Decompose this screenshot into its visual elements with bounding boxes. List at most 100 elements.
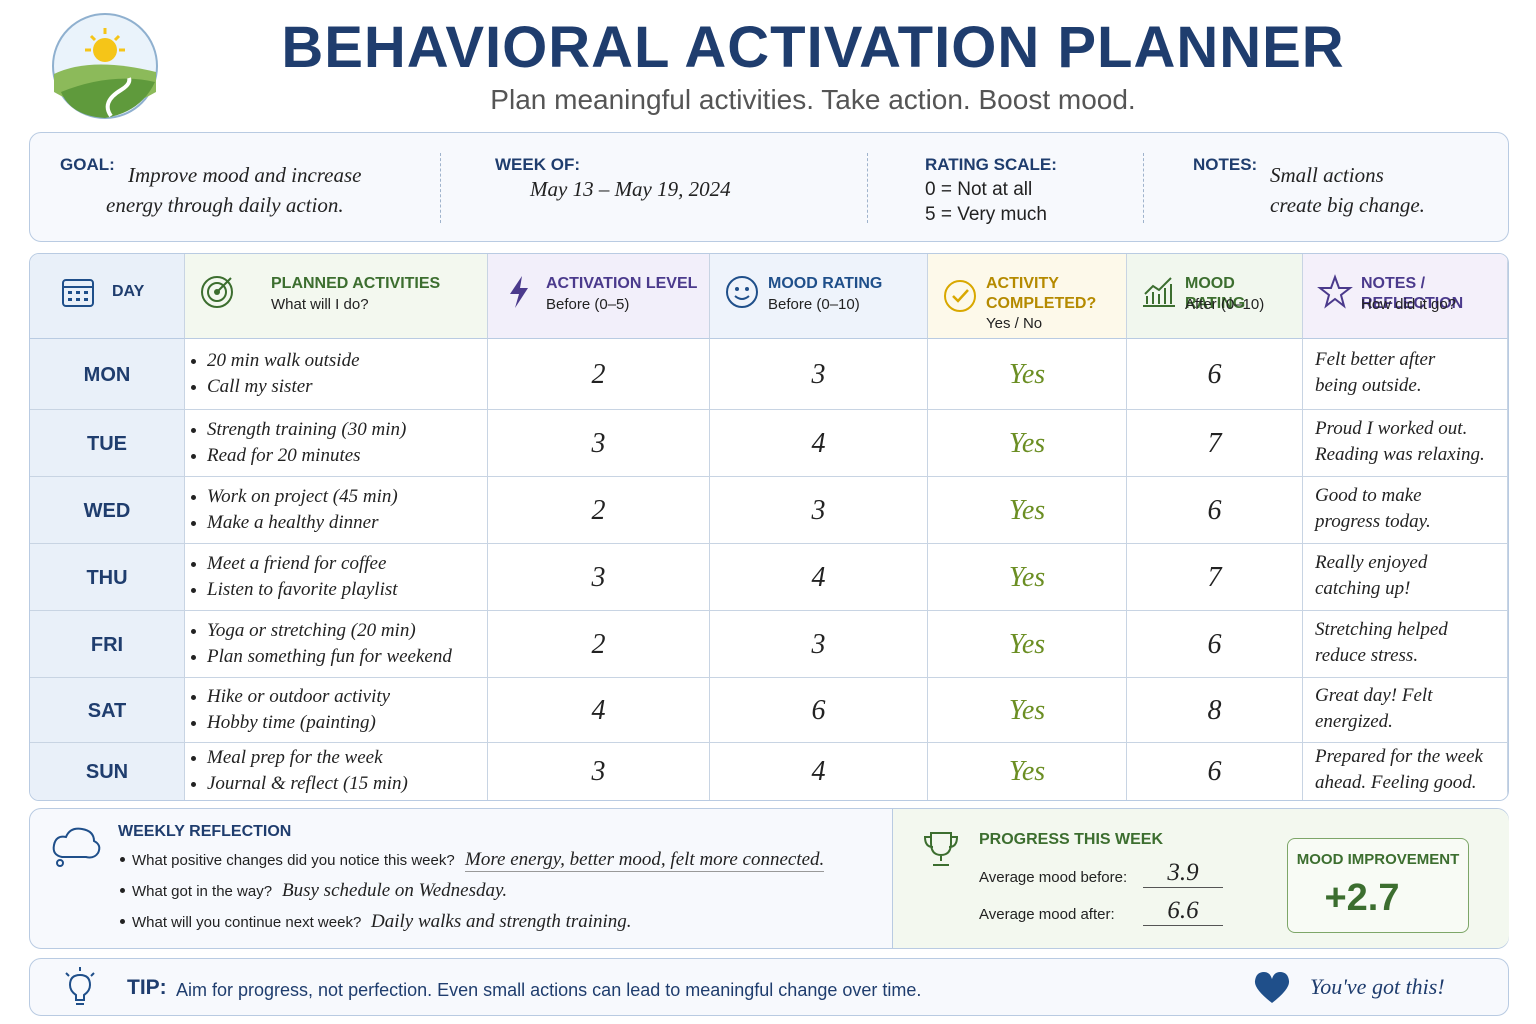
header-cell: DAY: [30, 254, 185, 339]
day: SUN: [85, 761, 129, 783]
table-cell: Strength training (30 min) Read for 20 mi…: [185, 410, 488, 477]
table-cell: 6: [1127, 339, 1303, 410]
info-label: RATING SCALE:: [925, 155, 1057, 174]
cloud-icon: [52, 827, 101, 867]
rating: 6: [1207, 358, 1222, 390]
header-sub: Before (0–5): [546, 296, 630, 313]
activity-text: Work on project (45 min): [207, 485, 398, 507]
header-icon: [62, 279, 94, 307]
table-cell: 3: [488, 544, 710, 611]
rating: 7: [1207, 427, 1222, 459]
info-line: May 13 – May 19, 2024: [530, 177, 731, 201]
header-title: MOOD RATING: [768, 275, 883, 292]
table-cell: SUN: [30, 743, 185, 800]
table-cell: 6: [1127, 611, 1303, 678]
note: Good to make: [1315, 484, 1422, 506]
completed: Yes: [1008, 358, 1046, 390]
activity-text: Listen to favorite playlist: [207, 578, 398, 600]
note: reduce stress.: [1315, 644, 1419, 666]
header-title: ACTIVATION LEVEL: [546, 275, 698, 292]
info-box: GOAL: Improve mood and increase energy thr…: [29, 132, 1509, 242]
header-title: DAY: [112, 283, 145, 300]
activity: Yoga or stretching (20 min): [191, 620, 467, 641]
header-cell: NOTES / REFLECTION How did it go?: [1303, 254, 1508, 339]
question: What positive changes did you notice thi…: [132, 852, 455, 869]
rating: 2: [591, 358, 606, 390]
table-cell: THU: [30, 544, 185, 611]
header-cell: MOOD RATING Before (0–10): [710, 254, 928, 339]
table-cell: 6: [1127, 743, 1303, 800]
note: catching up!: [1315, 577, 1411, 599]
table-cell: Yes: [928, 678, 1127, 743]
note: progress today.: [1315, 510, 1431, 532]
rating: 2: [591, 494, 606, 526]
activity: Meet a friend for coffee: [191, 553, 467, 574]
note: Felt better after: [1315, 348, 1436, 370]
completed: Yes: [1008, 694, 1046, 726]
bullet: [191, 384, 196, 390]
header-sub: Yes / No: [986, 315, 1043, 332]
header-title: ACTIVITY COMPLETED?: [986, 275, 1097, 312]
info-label: WEEK OF:: [495, 155, 580, 174]
note: Reading was relaxing.: [1315, 443, 1485, 465]
table-cell: 3: [488, 743, 710, 800]
info-line: Improve mood and increase: [128, 163, 362, 187]
table-cell: Yes: [928, 611, 1127, 678]
header-sub: What will I do?: [271, 296, 369, 313]
rating: 2: [591, 628, 606, 660]
header-title: MOOD RATING: [1185, 275, 1246, 312]
activity-text: Strength training (30 min): [207, 418, 407, 440]
rating: 6: [1207, 494, 1222, 526]
header-cell: ACTIVATION LEVEL Before (0–5): [488, 254, 710, 339]
completed: Yes: [1008, 427, 1046, 459]
day: THU: [86, 566, 128, 589]
activity: Journal & reflect (15 min): [191, 774, 467, 794]
question: What will you continue next week?: [132, 914, 362, 931]
divider: [867, 153, 868, 223]
header-sub: Before (0–10): [768, 296, 860, 313]
day: MON: [83, 363, 131, 386]
header-sub: How did it go?: [1361, 296, 1457, 313]
activity-text: Meal prep for the week: [207, 747, 383, 768]
activity: Read for 20 minutes: [191, 444, 467, 466]
rating: 3: [591, 427, 606, 459]
note: Proud I worked out.: [1315, 417, 1468, 439]
reflection-item: What positive changes did you notice thi…: [118, 849, 878, 875]
improvement-label: MOOD IMPROVEMENT: [1296, 851, 1460, 868]
table-cell: Yoga or stretching (20 min) Plan somethin…: [185, 611, 488, 678]
table-cell: 7: [1127, 410, 1303, 477]
table-cell: Good to make progress today.: [1303, 477, 1508, 544]
progress-title: PROGRESS THIS WEEK: [979, 831, 1164, 848]
day: FRI: [90, 633, 124, 656]
rating: 4: [591, 694, 606, 726]
header-title: NOTES / REFLECTION: [1361, 275, 1464, 312]
rating: 4: [811, 561, 826, 593]
note: being outside.: [1315, 374, 1422, 396]
table-cell: 20 min walk outside Call my sister: [185, 339, 488, 410]
header-cell: PLANNED ACTIVITIES What will I do?: [185, 254, 488, 339]
bullet: [191, 561, 196, 567]
table-cell: 4: [710, 743, 928, 800]
activity-text: Make a healthy dinner: [207, 511, 379, 533]
activity: Call my sister: [191, 376, 467, 397]
table-cell: Meal prep for the week Journal & reflect …: [185, 743, 488, 800]
header-sub: After (0–10): [1185, 296, 1265, 313]
improvement-value: +2.7: [1324, 877, 1400, 919]
header-cell: ACTIVITY COMPLETED? Yes / No: [928, 254, 1127, 339]
info-label: GOAL:: [60, 155, 115, 174]
bullet: [120, 919, 125, 924]
bullet: [191, 494, 196, 500]
header-icon: [1317, 274, 1353, 309]
bullet: [191, 694, 196, 700]
activity: 20 min walk outside: [191, 350, 467, 371]
rating: 3: [591, 756, 606, 787]
activity-text: Read for 20 minutes: [207, 444, 361, 466]
activity-text: Plan something fun for weekend: [207, 645, 452, 667]
rating: 7: [1207, 561, 1222, 593]
note: energized.: [1315, 710, 1393, 732]
answer: Daily walks and strength training.: [371, 911, 632, 932]
question: What got in the way?: [132, 883, 273, 900]
improvement-box: [1287, 838, 1469, 933]
bullet: [191, 587, 196, 593]
closing: You've got this!: [1310, 974, 1445, 999]
